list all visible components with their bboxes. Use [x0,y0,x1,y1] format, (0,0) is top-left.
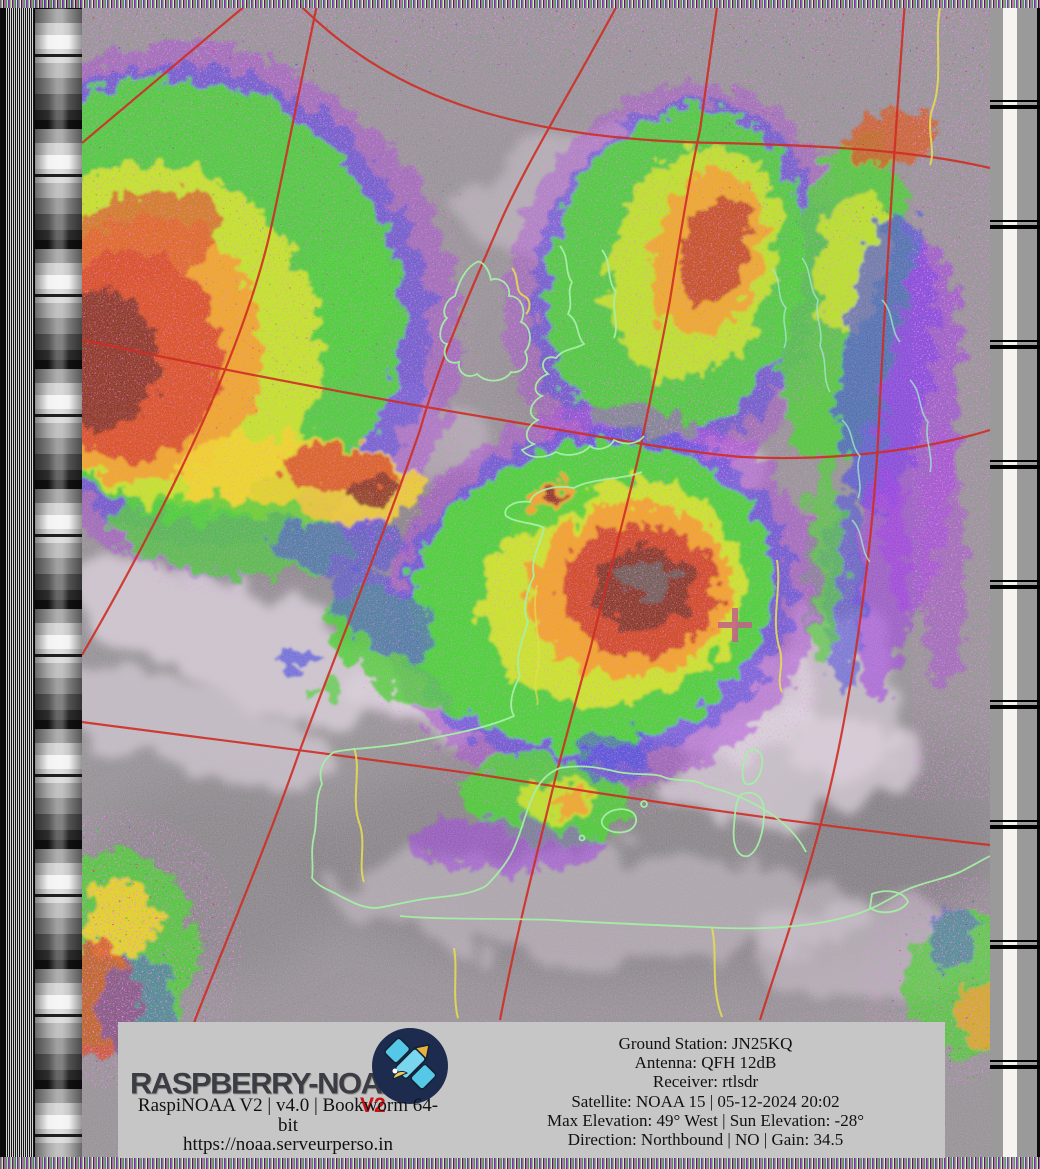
info-line: Ground Station: JN25KQ [618,1034,793,1053]
info-line: Direction: Northbound | NO | Gain: 34.5 [567,1130,844,1150]
satellite-icon [372,1028,448,1104]
info-line: Satellite: NOAA 15 | 05-12-2024 20:02 [571,1091,840,1111]
telemetry-sidebar-right [990,0,1040,1169]
info-line: https://noaa.serveurperso.in [182,1134,393,1155]
confetti-noise [82,0,990,1169]
station-info-text: Ground Station: JN25KQ Antenna: QFH 12dB… [478,1034,933,1149]
coastlines [311,245,990,930]
satellite-image [82,0,990,1169]
inland-coastlines [771,257,932,563]
raspberry-noaa-logo: RASPBERRY-NOAA V2 [128,1028,468,1117]
top-noise-strip [0,0,1040,8]
system-info-text: RaspiNOAA V2 | v4.0 | Bookworm 64- bit h… [118,1096,458,1155]
bottom-noise-strip [0,1157,1040,1169]
telemetry-sidebar-left [0,0,82,1169]
footer-info-panel: RASPBERRY-NOAA V2 RaspiNOAA V2 | v4.0 | … [118,1022,945,1158]
logo-wordmark: RASPBERRY-NOAA [130,1066,404,1101]
country-borders [353,7,941,1019]
ground-station-marker [718,608,752,642]
info-line: Antenna: QFH 12dB [634,1053,777,1073]
telemetry-wedges-left [35,0,82,1169]
info-line: Receiver: rtlsdr [652,1072,759,1092]
info-line: Max Elevation: 49° West | Sun Elevation:… [546,1110,865,1130]
apt-sync-stripes [6,0,34,1169]
info-line: RaspiNOAA V2 | v4.0 | Bookworm 64- [137,1095,439,1116]
grid-lines [82,0,990,1146]
info-line: bit [277,1114,299,1136]
logo-version-badge: V2 [360,1094,386,1117]
